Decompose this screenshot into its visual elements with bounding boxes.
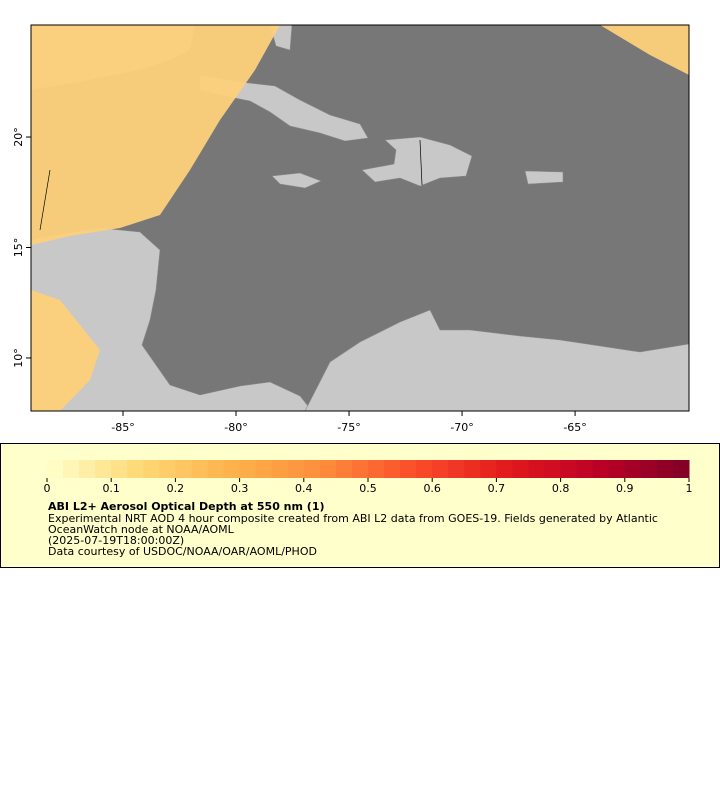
colorbar-cell bbox=[319, 460, 337, 478]
colorbar-cell bbox=[576, 460, 594, 478]
colorbar-cell bbox=[63, 460, 80, 478]
colorbar-cell bbox=[512, 460, 529, 478]
colorbar-cell bbox=[127, 460, 144, 478]
colorbar-cell bbox=[271, 460, 289, 478]
colorbar-cell bbox=[672, 460, 690, 478]
colorbar-cell bbox=[528, 460, 546, 478]
colorbar-cell bbox=[432, 460, 449, 478]
colorbar-tick-label: 0.1 bbox=[102, 482, 120, 495]
y-tick-label: 20° bbox=[12, 127, 25, 147]
y-tick-label: 10° bbox=[12, 348, 25, 368]
x-tick-label: -85° bbox=[111, 421, 134, 434]
colorbar-cell bbox=[351, 460, 369, 478]
colorbar-cell bbox=[592, 460, 610, 478]
colorbar-cell bbox=[416, 460, 433, 478]
colorbar-cell bbox=[400, 460, 417, 478]
colorbar-cell bbox=[480, 460, 497, 478]
colorbar-cell bbox=[159, 460, 176, 478]
colorbar-tick-label: 0 bbox=[44, 482, 51, 495]
aod-field bbox=[600, 25, 689, 75]
land-central-america bbox=[31, 227, 313, 411]
x-tick-label: -80° bbox=[224, 421, 247, 434]
colorbar-tick-label: 0.5 bbox=[359, 482, 377, 495]
colorbar-cell bbox=[239, 460, 257, 478]
colorbar-cell bbox=[384, 460, 401, 478]
legend-line: Data courtesy of USDOC/NOAA/OAR/AOML/PHO… bbox=[48, 545, 317, 558]
colorbar-tick-label: 0.3 bbox=[231, 482, 249, 495]
legend-line: OceanWatch node at NOAA/AOML bbox=[48, 523, 235, 536]
colorbar-cell bbox=[79, 460, 96, 478]
colorbar-cell bbox=[448, 460, 465, 478]
colorbar-cell bbox=[303, 460, 321, 478]
y-tick-label: 15° bbox=[12, 238, 25, 258]
colorbar-cell bbox=[287, 460, 305, 478]
colorbar-cell bbox=[47, 460, 64, 478]
colorbar-tick-label: 0.9 bbox=[616, 482, 634, 495]
colorbar-cell bbox=[544, 460, 562, 478]
aod-field bbox=[31, 25, 280, 245]
map bbox=[31, 25, 689, 411]
aod-field bbox=[31, 290, 100, 411]
colorbar-cell bbox=[207, 460, 225, 478]
border bbox=[39, 169, 51, 231]
x-tick-label: -65° bbox=[563, 421, 586, 434]
colorbar-cell bbox=[560, 460, 578, 478]
colorbar-tick-label: 0.8 bbox=[552, 482, 570, 495]
colorbar-tick-label: 0.7 bbox=[488, 482, 506, 495]
x-tick-label: -75° bbox=[337, 421, 360, 434]
border bbox=[419, 139, 423, 186]
colorbar-cell bbox=[175, 460, 192, 478]
colorbar-cell bbox=[111, 460, 128, 478]
colorbar-cell bbox=[95, 460, 112, 478]
map-frame bbox=[30, 24, 690, 412]
legend-line: (2025-07-19T18:00:00Z) bbox=[48, 534, 184, 547]
colorbar-cell bbox=[464, 460, 481, 478]
land-south-america bbox=[304, 309, 689, 411]
colorbar-cell bbox=[656, 460, 674, 478]
land-jamaica bbox=[271, 172, 322, 189]
colorbar-cell bbox=[624, 460, 642, 478]
colorbar-cell bbox=[223, 460, 241, 478]
colorbar-tick-label: 0.6 bbox=[423, 482, 441, 495]
colorbar-cell bbox=[368, 460, 385, 478]
land-hispaniola bbox=[361, 136, 473, 187]
colorbar-cell bbox=[255, 460, 273, 478]
colorbar-cell bbox=[335, 460, 353, 478]
colorbar-cell bbox=[191, 460, 208, 478]
colorbar-cell bbox=[143, 460, 160, 478]
legend-line: Experimental NRT AOD 4 hour composite cr… bbox=[48, 512, 658, 525]
colorbar-cell bbox=[640, 460, 658, 478]
colorbar-tick-label: 0.2 bbox=[167, 482, 185, 495]
legend-title: ABI L2+ Aerosol Optical Depth at 550 nm … bbox=[48, 500, 325, 513]
x-tick-label: -70° bbox=[450, 421, 473, 434]
colorbar-cell bbox=[496, 460, 513, 478]
land-puerto-rico bbox=[524, 170, 564, 185]
colorbar-tick-label: 1 bbox=[686, 482, 693, 495]
colorbar-cell bbox=[608, 460, 626, 478]
colorbar-tick-label: 0.4 bbox=[295, 482, 313, 495]
